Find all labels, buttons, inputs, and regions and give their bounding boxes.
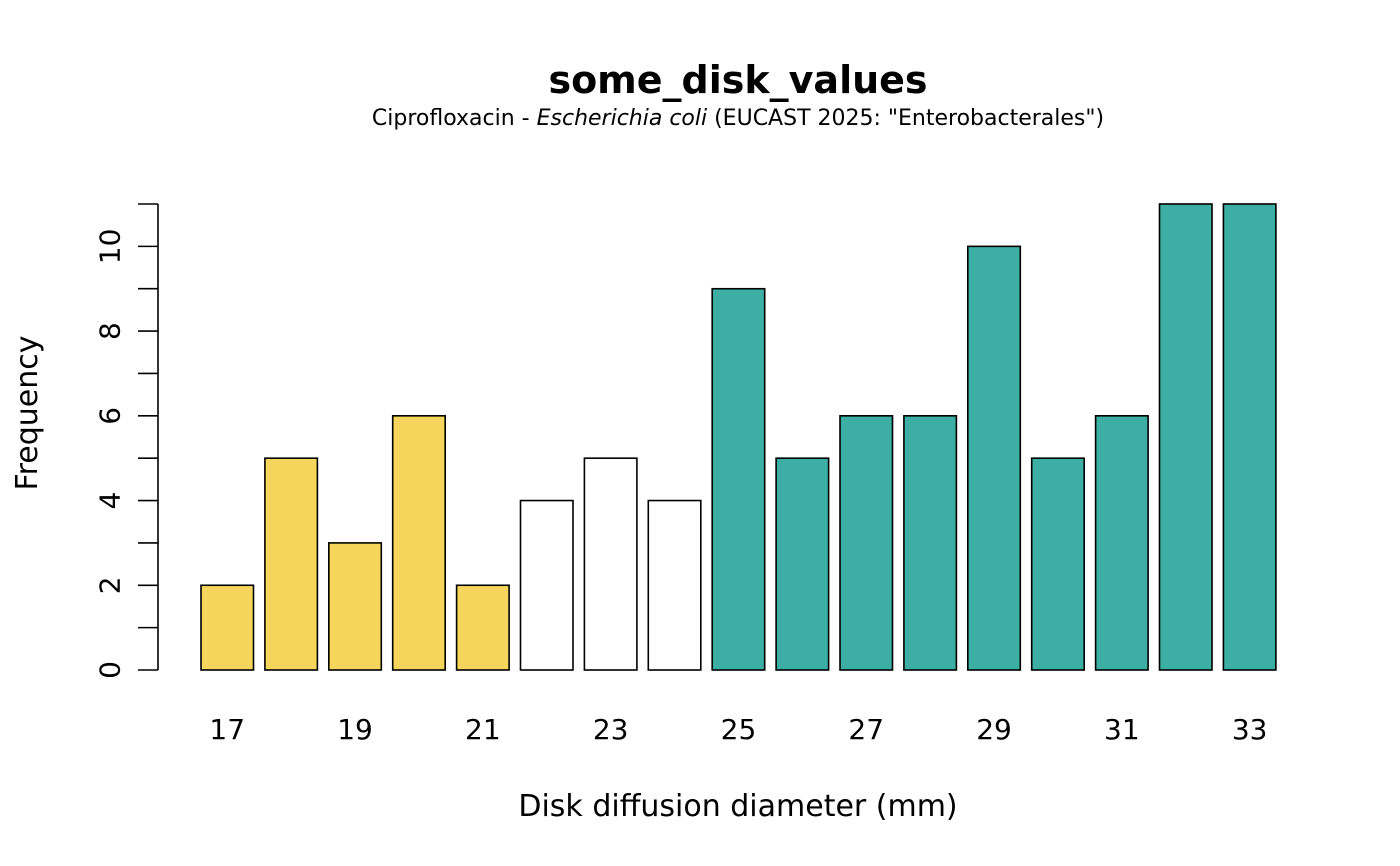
x-axis-title: Disk diffusion diameter (mm) bbox=[518, 789, 957, 824]
x-tick-label-19: 19 bbox=[337, 713, 373, 746]
bar-27 bbox=[839, 415, 894, 671]
x-tick-label-27: 27 bbox=[848, 713, 884, 746]
chart-subtitle: Ciprofloxacin - Escherichia coli (EUCAST… bbox=[372, 106, 1104, 131]
x-axis-labels: 17 19 21 23 25 27 29 31 33 bbox=[209, 713, 1267, 746]
bar-26 bbox=[775, 457, 830, 671]
bars-group bbox=[200, 203, 1277, 671]
x-tick-label-33: 33 bbox=[1232, 713, 1268, 746]
x-tick-label-21: 21 bbox=[465, 713, 501, 746]
bar-18 bbox=[264, 457, 319, 671]
subtitle-organism: Escherichia coli bbox=[537, 106, 708, 131]
y-tick-label-8: 8 bbox=[94, 322, 127, 340]
bar-22 bbox=[519, 499, 574, 671]
x-tick-label-29: 29 bbox=[976, 713, 1012, 746]
bar-24 bbox=[647, 499, 702, 671]
x-tick-label-17: 17 bbox=[209, 713, 245, 746]
subtitle-guideline: (EUCAST 2025: "Enterobacterales") bbox=[707, 106, 1104, 131]
y-tick-label-0: 0 bbox=[94, 661, 127, 679]
bar-20 bbox=[391, 415, 447, 671]
y-tick-label-6: 6 bbox=[94, 407, 127, 425]
bar-32 bbox=[1158, 203, 1213, 671]
y-tick-label-4: 4 bbox=[94, 492, 127, 510]
x-tick-label-25: 25 bbox=[721, 713, 757, 746]
subtitle-antibiotic: Ciprofloxacin - bbox=[372, 106, 537, 131]
y-axis-title: Frequency bbox=[10, 336, 45, 491]
bar-29 bbox=[966, 245, 1022, 671]
y-tick-label-2: 2 bbox=[94, 576, 127, 594]
bar-19 bbox=[327, 542, 383, 671]
bar-17 bbox=[200, 584, 255, 671]
y-axis: 0 2 4 6 8 10 bbox=[94, 203, 159, 679]
x-tick-label-31: 31 bbox=[1104, 713, 1140, 746]
x-tick-label-23: 23 bbox=[593, 713, 629, 746]
bar-23 bbox=[583, 457, 638, 671]
bar-33 bbox=[1222, 203, 1277, 671]
bar-30 bbox=[1030, 457, 1085, 671]
bar-31 bbox=[1094, 415, 1149, 671]
bar-28 bbox=[903, 415, 958, 671]
chart-title: some_disk_values bbox=[548, 58, 927, 102]
y-tick-label-10: 10 bbox=[94, 229, 127, 265]
bar-25 bbox=[711, 287, 766, 671]
bar-21 bbox=[455, 584, 510, 671]
